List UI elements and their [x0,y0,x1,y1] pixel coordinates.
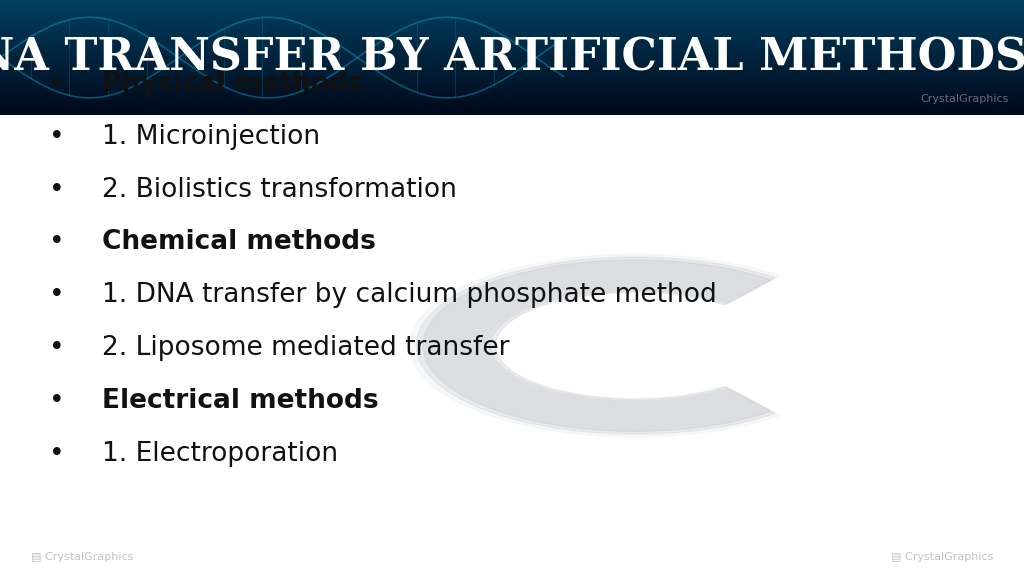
Text: DNA TRANSFER BY ARTIFICIAL METHODS: DNA TRANSFER BY ARTIFICIAL METHODS [0,36,1024,79]
Text: •: • [48,282,65,309]
Text: Physical methods: Physical methods [102,70,364,97]
Text: ▤ CrystalGraphics: ▤ CrystalGraphics [891,552,993,562]
Polygon shape [423,260,771,431]
Text: 2. Biolistics transformation: 2. Biolistics transformation [102,176,458,203]
Text: 1. Microinjection: 1. Microinjection [102,123,321,150]
Text: 1. DNA transfer by calcium phosphate method: 1. DNA transfer by calcium phosphate met… [102,282,717,309]
Text: Chemical methods: Chemical methods [102,229,376,256]
Text: •: • [48,441,65,468]
Text: CrystalGraphics: CrystalGraphics [921,94,1009,104]
Text: •: • [48,388,65,415]
Text: Electrical methods: Electrical methods [102,388,379,415]
Bar [0,115,1024,576]
Polygon shape [410,255,779,437]
Text: •: • [48,335,65,362]
Text: •: • [48,176,65,203]
Text: •: • [48,70,65,97]
Text: 1. Electroporation: 1. Electroporation [102,441,339,468]
Text: 2. Liposome mediated transfer: 2. Liposome mediated transfer [102,335,510,362]
Text: •: • [48,229,65,256]
Text: ▤ CrystalGraphics: ▤ CrystalGraphics [31,552,133,562]
Text: •: • [48,123,65,150]
Polygon shape [417,257,775,434]
